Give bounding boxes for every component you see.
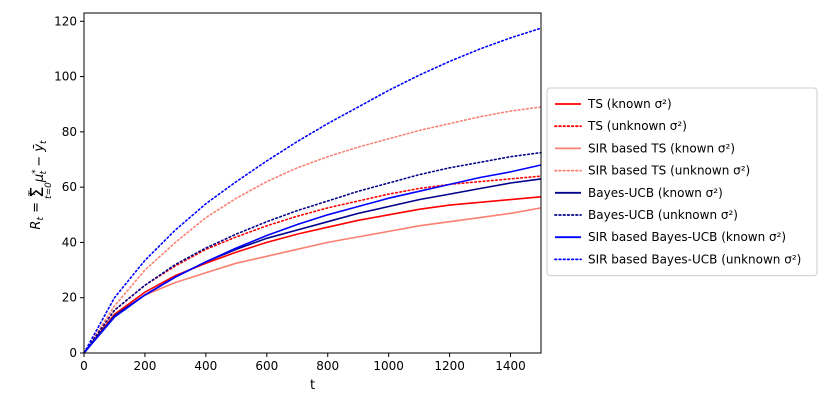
x-tick-label: 400 xyxy=(194,359,217,373)
y-tick-label: 20 xyxy=(62,291,77,305)
series-line-4 xyxy=(83,106,542,354)
legend-label: SIR based TS (unknown σ²) xyxy=(588,164,750,178)
series-line-6 xyxy=(83,151,542,354)
axes-frame xyxy=(83,12,542,354)
x-tick-label: 0 xyxy=(80,359,88,373)
series-line-8 xyxy=(83,27,542,354)
x-tick-label: 1000 xyxy=(373,359,404,373)
legend-label: SIR based Bayes-UCB (unknown σ²) xyxy=(588,252,801,266)
legend-label: Bayes-UCB (known σ²) xyxy=(588,186,723,200)
y-tick-label: 60 xyxy=(62,180,77,194)
y-tick-label: 100 xyxy=(54,70,77,84)
legend-label: TS (unknown σ²) xyxy=(587,119,687,133)
y-tick-label: 120 xyxy=(54,14,77,28)
y-tick-label: 80 xyxy=(62,125,77,139)
x-tick-label: 200 xyxy=(133,359,156,373)
series-line-1 xyxy=(83,196,542,354)
legend-box xyxy=(546,87,818,277)
x-tick-label: 1400 xyxy=(495,359,526,373)
legend: TS (known σ²) TS (unknown σ²) SIR based TS… xyxy=(554,97,801,266)
series-line-3 xyxy=(83,207,542,354)
y-tick-label: 0 xyxy=(69,346,77,360)
y-axis-label: Rt = ΣT t=0μ*t − ȳt xyxy=(27,140,54,230)
svg-text:Rt = ΣTt=0μ*t − ȳt: Rt = ΣT t=0μ*t − ȳt xyxy=(27,140,54,230)
x-tick-label: 800 xyxy=(316,359,339,373)
ticks-layer: 0 200 400 600 800 1000 1200 1400 0 20 40 60 80 100 120 xyxy=(54,14,526,373)
legend-label: Bayes-UCB (unknown σ²) xyxy=(588,208,738,222)
series-layer xyxy=(83,27,542,354)
x-tick-label: 1200 xyxy=(434,359,465,373)
x-axis-label: t xyxy=(310,378,315,393)
series-line-7 xyxy=(83,164,542,354)
legend-label: TS (known σ²) xyxy=(587,97,672,111)
x-tick-label: 600 xyxy=(255,359,278,373)
legend-label: SIR based Bayes-UCB (known σ²) xyxy=(588,230,786,244)
y-tick-label: 40 xyxy=(62,235,77,249)
legend-label: SIR based TS (known σ²) xyxy=(588,141,735,155)
